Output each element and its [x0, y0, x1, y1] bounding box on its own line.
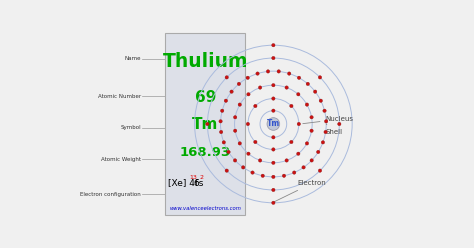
Circle shape — [254, 104, 257, 108]
Text: Name: Name — [125, 56, 141, 61]
Circle shape — [272, 109, 275, 112]
Circle shape — [321, 141, 325, 144]
Text: Atomic Number: Atomic Number — [98, 93, 141, 99]
Circle shape — [272, 84, 275, 87]
Circle shape — [246, 122, 250, 126]
Text: Atomic Weight: Atomic Weight — [101, 157, 141, 162]
Circle shape — [288, 72, 291, 75]
Text: Nucleus: Nucleus — [303, 116, 354, 124]
Circle shape — [323, 109, 326, 112]
Circle shape — [254, 140, 257, 144]
Circle shape — [319, 76, 322, 79]
Circle shape — [272, 56, 275, 60]
Circle shape — [272, 175, 275, 179]
Circle shape — [251, 171, 254, 174]
Circle shape — [272, 161, 275, 164]
Circle shape — [219, 120, 222, 123]
Circle shape — [225, 76, 228, 79]
Circle shape — [227, 150, 230, 154]
Circle shape — [272, 148, 275, 151]
Circle shape — [225, 169, 228, 172]
Circle shape — [238, 103, 241, 106]
Circle shape — [337, 122, 341, 126]
Circle shape — [302, 166, 305, 169]
Circle shape — [290, 140, 293, 144]
Circle shape — [319, 169, 322, 172]
Text: 69: 69 — [195, 90, 216, 105]
Text: Tm: Tm — [192, 117, 219, 132]
Text: Electron: Electron — [274, 180, 327, 202]
Circle shape — [317, 150, 320, 154]
Circle shape — [238, 142, 241, 145]
Circle shape — [230, 90, 233, 93]
Circle shape — [285, 86, 288, 89]
Circle shape — [234, 116, 237, 119]
Text: 168.93: 168.93 — [180, 146, 231, 159]
Circle shape — [224, 99, 228, 102]
Circle shape — [272, 136, 275, 139]
Circle shape — [297, 93, 300, 96]
Circle shape — [297, 152, 300, 155]
Text: www.valenceelectrons.com: www.valenceelectrons.com — [170, 206, 241, 211]
Circle shape — [292, 171, 296, 174]
Circle shape — [325, 120, 328, 123]
Circle shape — [283, 174, 286, 178]
Circle shape — [272, 201, 275, 205]
Circle shape — [258, 159, 262, 162]
Circle shape — [266, 70, 270, 73]
Circle shape — [310, 129, 313, 132]
Circle shape — [313, 90, 317, 93]
Circle shape — [272, 97, 275, 100]
Circle shape — [261, 174, 264, 178]
Circle shape — [256, 72, 259, 75]
Circle shape — [247, 152, 250, 155]
Text: Symbol: Symbol — [120, 125, 141, 130]
Text: 2: 2 — [200, 175, 203, 180]
Circle shape — [237, 82, 241, 86]
Circle shape — [305, 142, 309, 145]
Circle shape — [233, 159, 237, 162]
Circle shape — [267, 118, 280, 130]
Text: Electron configuration: Electron configuration — [81, 192, 141, 197]
Circle shape — [297, 76, 301, 80]
Circle shape — [219, 130, 223, 134]
Circle shape — [297, 122, 301, 126]
Circle shape — [234, 129, 237, 132]
Circle shape — [220, 109, 224, 112]
Circle shape — [310, 116, 313, 119]
Text: Thulium: Thulium — [163, 52, 248, 71]
Circle shape — [319, 99, 322, 102]
Circle shape — [258, 86, 262, 89]
Circle shape — [306, 82, 310, 86]
Circle shape — [324, 130, 328, 134]
Circle shape — [285, 159, 288, 162]
Circle shape — [222, 141, 226, 144]
Circle shape — [277, 70, 281, 73]
Text: Shell: Shell — [326, 124, 343, 135]
Circle shape — [247, 93, 250, 96]
Circle shape — [272, 188, 275, 192]
Circle shape — [246, 76, 249, 80]
Circle shape — [241, 166, 245, 169]
Circle shape — [305, 103, 309, 106]
Circle shape — [206, 122, 209, 126]
Text: 13: 13 — [189, 175, 197, 180]
Circle shape — [272, 43, 275, 47]
Text: 6s: 6s — [193, 179, 203, 187]
Circle shape — [310, 159, 313, 162]
Text: [Xe] 4f: [Xe] 4f — [168, 179, 199, 187]
Circle shape — [290, 104, 293, 108]
Text: Tm: Tm — [267, 120, 280, 128]
FancyBboxPatch shape — [165, 33, 246, 215]
